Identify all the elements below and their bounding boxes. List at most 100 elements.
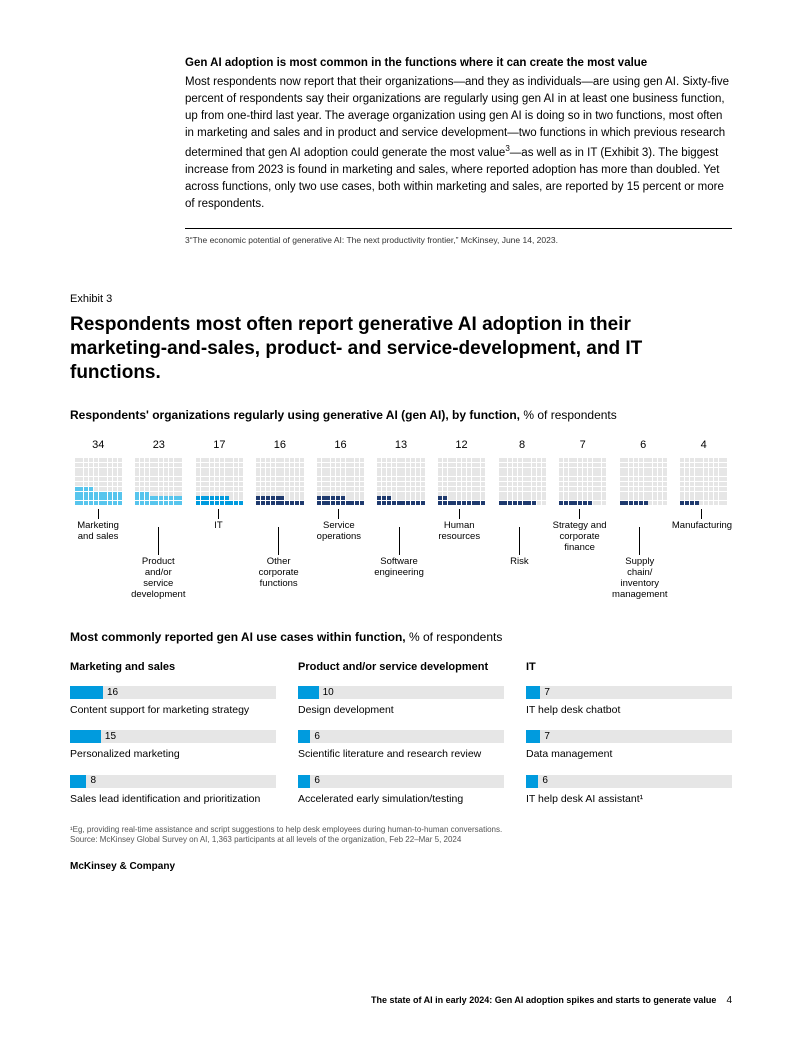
bar-fill: [298, 686, 319, 699]
bar-value: 16: [107, 686, 118, 701]
waffle-value: 17: [213, 438, 225, 454]
waffle-item: 4: [675, 438, 732, 505]
bar-fill: [70, 686, 103, 699]
waffle-subhead: Respondents' organizations regularly usi…: [70, 407, 732, 424]
waffle-value: 13: [395, 438, 407, 454]
bar-value: 6: [314, 730, 320, 745]
bar-label: Data management: [526, 747, 732, 762]
bar-row: 6: [298, 775, 504, 788]
waffle-grid: [196, 458, 243, 505]
bar-value: 7: [544, 686, 550, 701]
bar-label: Sales lead identification and prioritiza…: [70, 792, 276, 807]
waffle-label: Service operations: [311, 509, 367, 601]
bar-fill: [298, 730, 310, 743]
bar-label: Design development: [298, 703, 504, 718]
bar-fill: [70, 730, 101, 743]
bar-label: Accelerated early simulation/testing: [298, 792, 504, 807]
waffle-label: Product and/or service development: [130, 509, 186, 601]
waffle-value: 16: [334, 438, 346, 454]
bar-track: 10: [298, 686, 504, 699]
bar-track: 16: [70, 686, 276, 699]
fine-print-1: ¹Eg, providing real-time assistance and …: [70, 825, 732, 835]
waffle-label: Strategy and corporate finance: [552, 509, 608, 601]
waffle-label: IT: [190, 509, 246, 601]
waffle-label: Marketing and sales: [70, 509, 126, 601]
waffle-value: 4: [701, 438, 707, 454]
bar-value: 10: [323, 686, 334, 701]
waffle-label: Human resources: [431, 509, 487, 601]
bar-label: Personalized marketing: [70, 747, 276, 762]
usecase-col-title: Marketing and sales: [70, 660, 276, 676]
bar-fill: [298, 775, 310, 788]
waffle-item: 12: [433, 438, 490, 505]
usecase-col: Marketing and sales 16 Content support for…: [70, 660, 276, 819]
usecase-col-title: IT: [526, 660, 732, 676]
waffle-item: 34: [70, 438, 127, 505]
waffle-grid: [256, 458, 303, 505]
waffle-label: Risk: [491, 509, 547, 601]
bar-track: 6: [298, 730, 504, 743]
bar-fill: [70, 775, 86, 788]
waffle-chart: 34 23 17 16 16 13 12 8 7 6 4 Marketing and salesPro…: [70, 438, 732, 601]
bar-row: 8: [70, 775, 276, 788]
waffle-grid: [499, 458, 546, 505]
waffle-grid: [317, 458, 364, 505]
intro-heading: Gen AI adoption is most common in the fu…: [185, 55, 732, 72]
bar-fill: [526, 775, 538, 788]
bar-label: Scientific literature and research revie…: [298, 747, 504, 762]
fine-print-2: Source: McKinsey Global Survey on AI, 1,…: [70, 835, 732, 845]
waffle-grid: [680, 458, 727, 505]
bar-value: 6: [314, 774, 320, 789]
bar-row: 16: [70, 686, 276, 699]
usecase-subhead-bold: Most commonly reported gen AI use cases …: [70, 630, 406, 644]
bar-label: IT help desk AI assistant¹: [526, 792, 732, 807]
bar-row: 10: [298, 686, 504, 699]
bar-value: 15: [105, 730, 116, 745]
brand: McKinsey & Company: [70, 860, 732, 875]
bar-track: 6: [298, 775, 504, 788]
bar-track: 15: [70, 730, 276, 743]
waffle-label: Supply chain/ inventory management: [612, 509, 668, 601]
footnote-3: 3“The economic potential of generative A…: [185, 235, 732, 246]
waffle-grid: [559, 458, 606, 505]
waffle-label: Software engineering: [371, 509, 427, 601]
waffle-grid: [438, 458, 485, 505]
page-footer: The state of AI in early 2024: Gen AI ad…: [70, 994, 732, 1009]
intro-section: Gen AI adoption is most common in the fu…: [185, 55, 732, 214]
usecase-col: Product and/or service development10Desi…: [298, 660, 504, 819]
waffle-item: 8: [494, 438, 551, 505]
waffle-value: 7: [580, 438, 586, 454]
footnote-rule: [185, 228, 732, 229]
usecase-subhead: Most commonly reported gen AI use cases …: [70, 629, 732, 646]
bar-track: 8: [70, 775, 276, 788]
bar-label: IT help desk chatbot: [526, 703, 732, 718]
waffle-item: 16: [252, 438, 309, 505]
waffle-item: 17: [191, 438, 248, 505]
waffle-item: 23: [131, 438, 188, 505]
usecase-subhead-rest: % of respondents: [406, 630, 503, 644]
usecase-columns: Marketing and sales 16 Content support for…: [70, 660, 732, 819]
bar-value: 6: [542, 774, 548, 789]
waffle-item: 6: [615, 438, 672, 505]
bar-row: 7: [526, 686, 732, 699]
waffle-item: 16: [312, 438, 369, 505]
waffle-value: 34: [92, 438, 104, 454]
waffle-value: 16: [274, 438, 286, 454]
bar-value: 8: [90, 774, 96, 789]
exhibit-title: Respondents most often report generative…: [70, 313, 690, 384]
waffle-label: Manufacturing: [672, 509, 732, 601]
exhibit-label: Exhibit 3: [70, 292, 732, 308]
waffle-grid: [75, 458, 122, 505]
waffle-grid: [135, 458, 182, 505]
bar-row: 6: [526, 775, 732, 788]
waffle-grid: [377, 458, 424, 505]
fine-print: ¹Eg, providing real-time assistance and …: [70, 825, 732, 846]
waffle-subhead-rest: % of respondents: [520, 408, 617, 422]
bar-track: 6: [526, 775, 732, 788]
waffle-label: Other corporate functions: [251, 509, 307, 601]
waffle-value: 12: [455, 438, 467, 454]
bar-label: Content support for marketing strategy: [70, 703, 276, 718]
bar-fill: [526, 686, 540, 699]
footer-page: 4: [726, 994, 732, 1009]
waffle-value: 6: [640, 438, 646, 454]
